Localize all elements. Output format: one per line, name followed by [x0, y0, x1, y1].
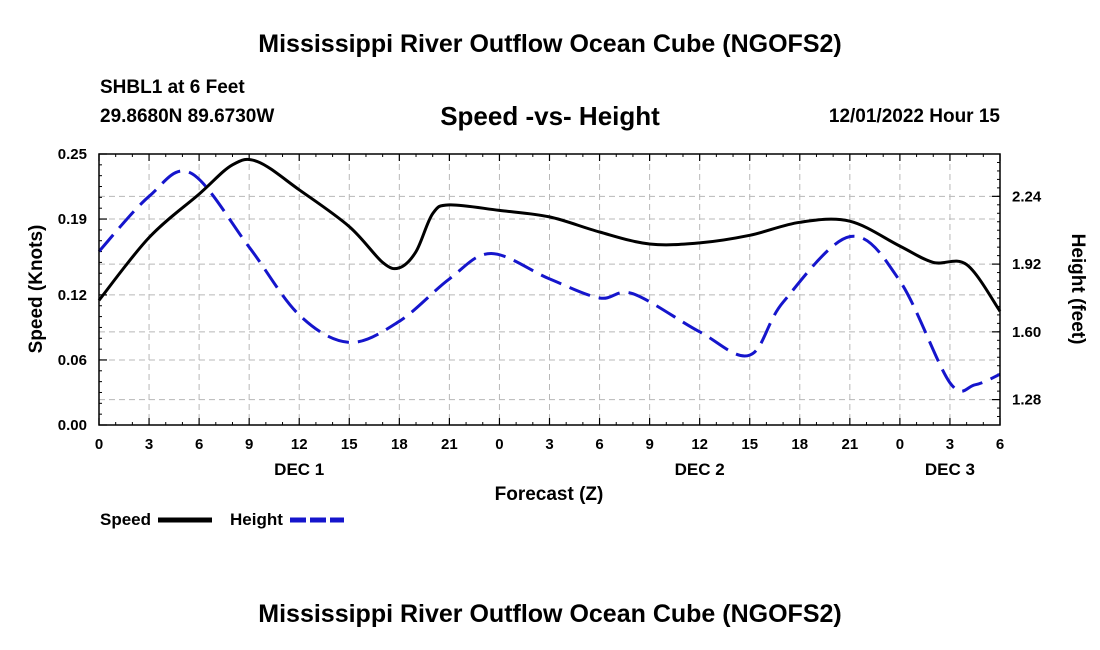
x-tick-label: 15 [741, 436, 758, 453]
legend-label-height: Height [230, 510, 283, 529]
x-tick-label: 0 [896, 436, 904, 453]
y-tick-label-left: 0.19 [58, 211, 87, 228]
x-tick-label: 12 [691, 436, 708, 453]
series-line-speed [97, 157, 1002, 313]
y-tick-label-left: 0.00 [58, 417, 87, 434]
y-tick-label-right: 1.60 [1012, 324, 1041, 341]
x-tick-label: 21 [841, 436, 858, 453]
day-label: DEC 2 [675, 460, 725, 479]
chart-title: Speed -vs- Height [440, 101, 660, 131]
main-title: Mississippi River Outflow Ocean Cube (NG… [258, 30, 842, 58]
y-axis-left-label: Speed (Knots) [26, 225, 47, 354]
x-tick-label: 0 [95, 436, 103, 453]
x-tick-label: 18 [391, 436, 408, 453]
x-tick-label: 0 [495, 436, 503, 453]
station-label: SHBL1 at 6 Feet [100, 77, 245, 98]
coordinates-label: 29.8680N 89.6730W [100, 106, 275, 127]
footer-title: Mississippi River Outflow Ocean Cube (NG… [258, 600, 842, 628]
x-tick-label: 9 [245, 436, 253, 453]
x-tick-label: 6 [195, 436, 203, 453]
x-tick-label: 15 [341, 436, 358, 453]
plot-frame [98, 153, 1001, 426]
x-tick-label: 3 [145, 436, 153, 453]
x-tick-label: 9 [645, 436, 653, 453]
x-tick-label: 21 [441, 436, 458, 453]
day-label: DEC 1 [274, 460, 324, 479]
x-tick-label: 3 [946, 436, 954, 453]
series-line-height [97, 169, 1001, 393]
y-tick-label-right: 1.92 [1012, 256, 1041, 273]
day-label: DEC 3 [925, 460, 975, 479]
y-axis-right-label: Height (feet) [1067, 234, 1088, 345]
x-tick-label: 18 [791, 436, 808, 453]
datetime-label: 12/01/2022 Hour 15 [828, 106, 1000, 127]
x-tick-label: 3 [545, 436, 553, 453]
x-tick-label: 12 [291, 436, 308, 453]
x-tick-label: 6 [996, 436, 1004, 453]
y-tick-label-right: 1.28 [1012, 392, 1041, 409]
y-tick-label-right: 2.24 [1012, 188, 1042, 205]
y-tick-label-left: 0.25 [58, 146, 87, 163]
x-axis-label: Forecast (Z) [495, 484, 604, 505]
y-tick-label-left: 0.06 [58, 352, 87, 369]
y-tick-label-left: 0.12 [58, 287, 87, 304]
legend-label-speed: Speed [100, 510, 151, 529]
x-tick-label: 6 [595, 436, 603, 453]
